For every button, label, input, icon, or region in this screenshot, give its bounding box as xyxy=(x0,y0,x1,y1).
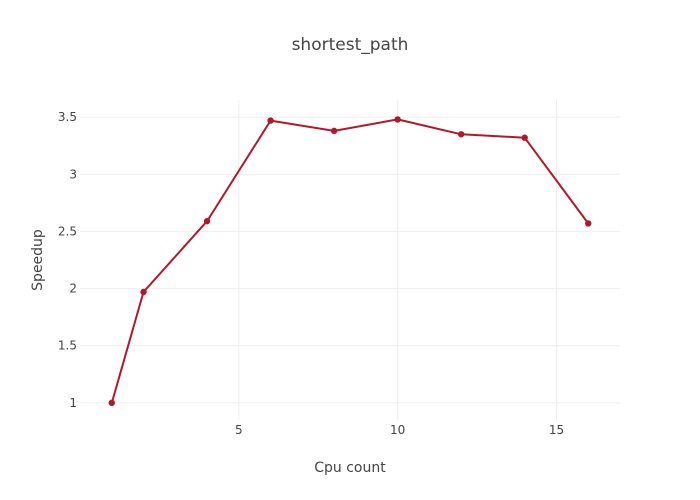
x-axis-label: Cpu count xyxy=(314,460,386,476)
y-tick-label: 2 xyxy=(69,282,77,296)
y-tick-label: 1 xyxy=(69,396,77,410)
tick-label-layer: 5 10 15 1 1.5 2 2.5 3 3.5 xyxy=(58,110,564,437)
x-tick-label: 15 xyxy=(549,423,564,437)
data-point[interactable] xyxy=(585,220,592,227)
y-tick-label: 3 xyxy=(69,167,77,181)
y-tick-label: 2.5 xyxy=(58,224,77,238)
data-point[interactable] xyxy=(457,131,465,138)
y-tick-label: 3.5 xyxy=(58,110,77,124)
data-point[interactable] xyxy=(521,134,528,141)
data-point[interactable] xyxy=(394,116,401,123)
data-point[interactable] xyxy=(203,217,211,225)
series-layer xyxy=(108,116,592,407)
y-axis-label: Speedup xyxy=(30,229,46,291)
x-tick-label: 10 xyxy=(390,423,405,437)
data-point[interactable] xyxy=(108,399,115,407)
data-point[interactable] xyxy=(330,127,338,135)
data-point[interactable] xyxy=(140,288,147,296)
y-tick-label: 1.5 xyxy=(58,339,77,353)
x-tick-label: 5 xyxy=(235,423,243,437)
grid-layer xyxy=(80,100,620,420)
data-point[interactable] xyxy=(267,117,274,124)
chart-title: shortest_path xyxy=(292,35,409,55)
